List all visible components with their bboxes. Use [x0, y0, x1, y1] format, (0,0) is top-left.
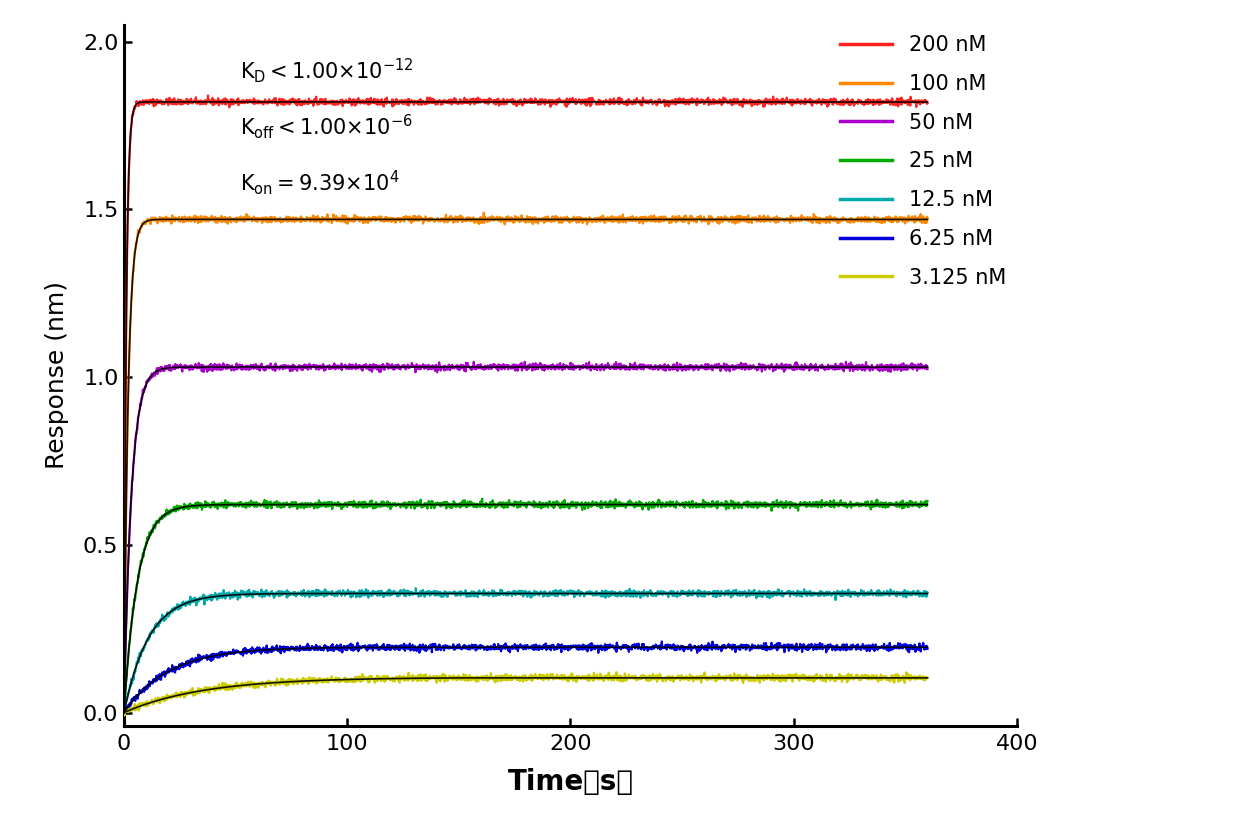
- X-axis label: Time（s）: Time（s）: [507, 768, 634, 796]
- Text: $\mathregular{K_{off}}$$<$$\mathregular{1.00{\times}10^{-6}}$: $\mathregular{K_{off}}$$<$$\mathregular{…: [241, 112, 413, 141]
- Legend: 200 nM, 100 nM, 50 nM, 25 nM, 12.5 nM, 6.25 nM, 3.125 nM: 200 nM, 100 nM, 50 nM, 25 nM, 12.5 nM, 6…: [841, 35, 1007, 288]
- Y-axis label: Response (nm): Response (nm): [45, 281, 69, 469]
- Text: $\mathregular{K_{on}}$$=$$\mathregular{9.39{\times}10^{4}}$: $\mathregular{K_{on}}$$=$$\mathregular{9…: [241, 168, 399, 197]
- Text: $\mathregular{K_D}$$<$$\mathregular{1.00{\times}10^{-12}}$: $\mathregular{K_D}$$<$$\mathregular{1.00…: [241, 56, 414, 85]
